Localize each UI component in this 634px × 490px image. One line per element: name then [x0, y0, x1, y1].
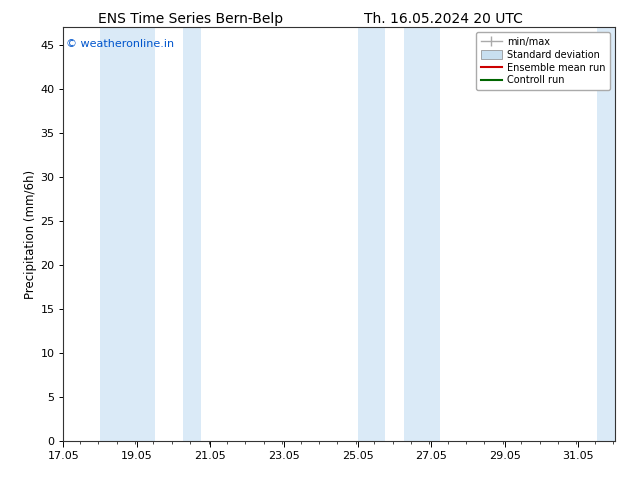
Text: ENS Time Series Bern-Belp: ENS Time Series Bern-Belp [98, 12, 283, 26]
Bar [183, 27, 202, 441]
Bar [100, 27, 155, 441]
Bar [597, 27, 617, 441]
Legend: min/max, Standard deviation, Ensemble mean run, Controll run: min/max, Standard deviation, Ensemble me… [476, 32, 610, 90]
Bar [358, 27, 385, 441]
Text: © weatheronline.in: © weatheronline.in [66, 39, 174, 49]
Bar [404, 27, 441, 441]
Text: Th. 16.05.2024 20 UTC: Th. 16.05.2024 20 UTC [365, 12, 523, 26]
Y-axis label: Precipitation (mm/6h): Precipitation (mm/6h) [25, 170, 37, 298]
